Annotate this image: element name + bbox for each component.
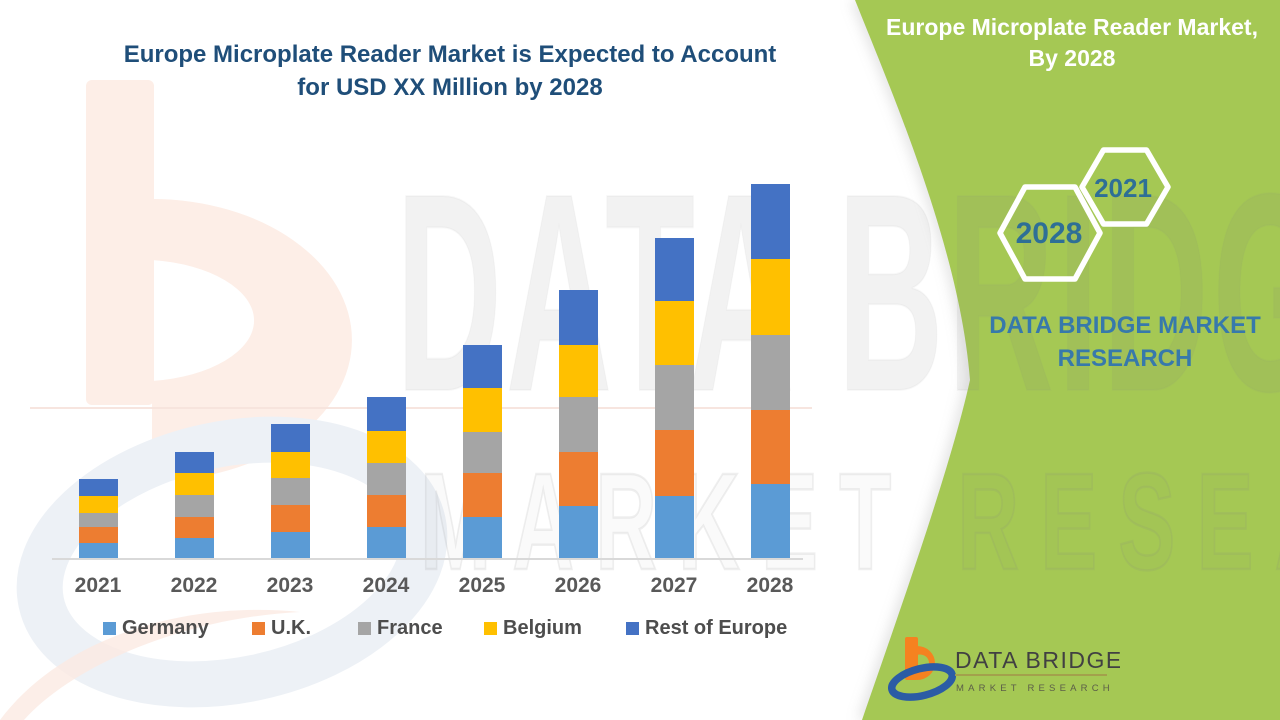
bar-segment-2021-belgium bbox=[79, 496, 118, 513]
bar-segment-2026-rest-of-europe bbox=[559, 290, 598, 345]
x-axis-line bbox=[52, 558, 803, 560]
bar-segment-2028-germany bbox=[751, 484, 790, 558]
legend-label-rest-of-europe: Rest of Europe bbox=[645, 617, 788, 639]
bar-segment-2022-belgium bbox=[175, 473, 214, 495]
legend-item-rest-of-europe: Rest of Europe bbox=[626, 617, 787, 640]
logo-swoosh bbox=[887, 663, 957, 701]
bar-segment-2027-germany bbox=[655, 496, 694, 558]
bar-segment-2025-u-k- bbox=[463, 473, 502, 517]
bar-segment-2024-rest-of-europe bbox=[367, 397, 406, 431]
bar-segment-2024-belgium bbox=[367, 431, 406, 463]
stacked-bar-2025 bbox=[463, 345, 502, 558]
x-tick-2022: 2022 bbox=[170, 574, 218, 597]
right-panel-title-line2: By 2028 bbox=[1028, 45, 1116, 71]
bar-segment-2028-belgium bbox=[751, 259, 790, 335]
bar-segment-2025-belgium bbox=[463, 388, 502, 432]
logo-underline bbox=[955, 674, 1107, 676]
x-tick-2024: 2024 bbox=[362, 574, 410, 597]
bar-segment-2024-germany bbox=[367, 527, 406, 558]
legend-item-u-k-: U.K. bbox=[252, 617, 311, 640]
watermark-text-marketresearch: MARKET RESEARCH bbox=[419, 445, 1280, 599]
x-tick-2026: 2026 bbox=[554, 574, 602, 597]
bar-segment-2027-u-k- bbox=[655, 430, 694, 496]
bar-segment-2027-belgium bbox=[655, 301, 694, 365]
bar-segment-2026-germany bbox=[559, 506, 598, 558]
legend-item-france: France bbox=[358, 617, 443, 640]
bar-segment-2028-u-k- bbox=[751, 410, 790, 484]
legend-item-belgium: Belgium bbox=[484, 617, 582, 640]
bar-segment-2025-france bbox=[463, 432, 502, 473]
stacked-bar-2022 bbox=[175, 452, 214, 558]
watermark-faint-line bbox=[30, 407, 812, 409]
bar-segment-2024-u-k- bbox=[367, 495, 406, 527]
bar-segment-2025-rest-of-europe bbox=[463, 345, 502, 388]
bar-segment-2022-france bbox=[175, 495, 214, 517]
legend-swatch-germany bbox=[103, 622, 116, 635]
hexagon-large-year: 2028 bbox=[1015, 217, 1083, 250]
bar-segment-2021-rest-of-europe bbox=[79, 479, 118, 496]
bar-segment-2028-rest-of-europe bbox=[751, 184, 790, 259]
brand-name-line1: DATA BRIDGE MARKET bbox=[989, 312, 1261, 339]
bar-segment-2025-germany bbox=[463, 517, 502, 558]
bar-segment-2026-belgium bbox=[559, 345, 598, 397]
legend-label-belgium: Belgium bbox=[503, 617, 582, 639]
logo-subtitle-text: MARKET RESEARCH bbox=[956, 683, 1114, 694]
stacked-bar-2023 bbox=[271, 424, 310, 558]
x-tick-2028: 2028 bbox=[746, 574, 794, 597]
legend-label-u-k-: U.K. bbox=[271, 617, 311, 639]
bar-segment-2024-france bbox=[367, 463, 406, 495]
green-panel-path bbox=[855, 0, 1280, 720]
bar-segment-2022-germany bbox=[175, 538, 214, 558]
legend-label-germany: Germany bbox=[122, 617, 209, 639]
bar-segment-2021-france bbox=[79, 513, 118, 527]
legend-item-germany: Germany bbox=[103, 617, 209, 640]
legend-swatch-belgium bbox=[484, 622, 497, 635]
bar-segment-2023-france bbox=[271, 478, 310, 505]
bar-segment-2021-germany bbox=[79, 543, 118, 558]
stacked-bar-2021 bbox=[79, 479, 118, 558]
stacked-bar-2028 bbox=[751, 184, 790, 558]
x-tick-2023: 2023 bbox=[266, 574, 314, 597]
stacked-bar-2027 bbox=[655, 238, 694, 558]
legend-swatch-france bbox=[358, 622, 371, 635]
bar-segment-2026-france bbox=[559, 397, 598, 452]
brand-name-line2: RESEARCH bbox=[1057, 345, 1193, 372]
bar-segment-2028-france bbox=[751, 335, 790, 410]
legend-label-france: France bbox=[377, 617, 443, 639]
brand-name-text: DATA BRIDGE MARKET RESEARCH bbox=[958, 309, 1280, 375]
bar-segment-2021-u-k- bbox=[79, 527, 118, 543]
bar-segment-2023-u-k- bbox=[271, 505, 310, 532]
chart-title: Europe Microplate Reader Market is Expec… bbox=[40, 38, 860, 104]
x-tick-2021: 2021 bbox=[74, 574, 122, 597]
x-tick-2025: 2025 bbox=[458, 574, 506, 597]
right-panel-title-line1: Europe Microplate Reader Market, bbox=[886, 14, 1258, 40]
stacked-bar-2026 bbox=[559, 290, 598, 558]
logo-title-text: DATA BRIDGE bbox=[955, 647, 1120, 673]
legend-swatch-u-k- bbox=[252, 622, 265, 635]
bar-segment-2026-u-k- bbox=[559, 452, 598, 506]
chart-title-line1: Europe Microplate Reader Market is Expec… bbox=[123, 41, 777, 68]
bar-segment-2023-belgium bbox=[271, 452, 310, 478]
bar-segment-2023-rest-of-europe bbox=[271, 424, 310, 452]
bar-segment-2022-rest-of-europe bbox=[175, 452, 214, 473]
logo-b-bowl bbox=[917, 646, 935, 680]
x-tick-2027: 2027 bbox=[650, 574, 698, 597]
hexagon-small-year: 2021 bbox=[1094, 173, 1152, 203]
stacked-bar-2024 bbox=[367, 397, 406, 558]
bar-segment-2023-germany bbox=[271, 532, 310, 558]
company-logo: DATA BRIDGE MARKET RESEARCH bbox=[887, 637, 1120, 701]
bar-segment-2027-france bbox=[655, 365, 694, 430]
chart-title-line2: for USD XX Million by 2028 bbox=[297, 74, 603, 101]
right-panel-title: Europe Microplate Reader Market, By 2028 bbox=[872, 12, 1272, 74]
bar-segment-2022-u-k- bbox=[175, 517, 214, 538]
legend-swatch-rest-of-europe bbox=[626, 622, 639, 635]
bar-segment-2027-rest-of-europe bbox=[655, 238, 694, 301]
